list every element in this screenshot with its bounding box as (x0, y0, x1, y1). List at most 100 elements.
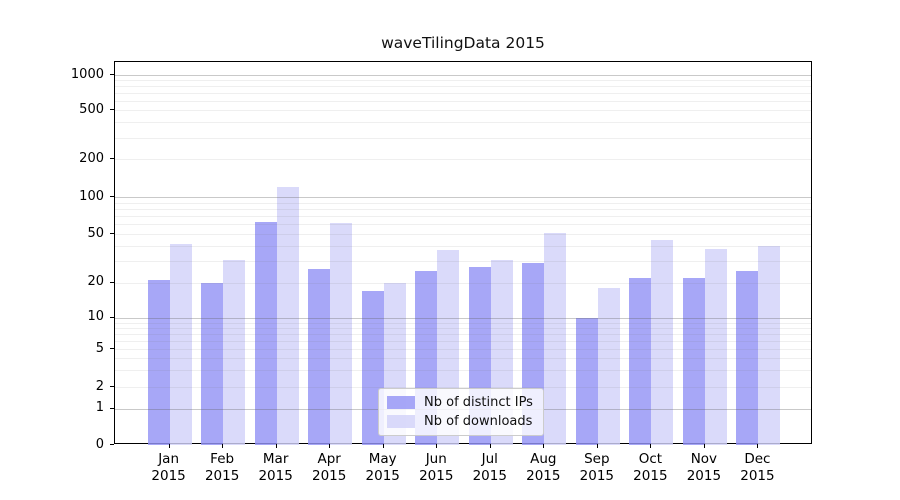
plot-area (114, 61, 812, 445)
x-tick-label-jul: Jul 2015 (460, 451, 520, 485)
x-tick-label-sep: Sep 2015 (567, 451, 627, 485)
bar-downloads-sep (597, 288, 620, 445)
y-tick-mark (110, 74, 114, 75)
y-tick-label-100: 100 (79, 188, 104, 204)
x-tick-month: Nov (690, 451, 718, 467)
legend-swatch-icon (387, 415, 415, 428)
bar-ips-apr (308, 268, 331, 445)
minor-gridline-80 (115, 209, 811, 210)
bar-ips-jan (147, 280, 170, 445)
y-tick-mark (110, 407, 114, 409)
y-tick-mark (110, 233, 114, 235)
x-tick-mark (757, 444, 759, 448)
x-tick-year: 2015 (258, 468, 293, 484)
y-tick-label-5: 5 (95, 340, 104, 356)
y-tick-mark (110, 196, 114, 197)
y-tick-mark (110, 386, 114, 387)
minor-gridline-400 (115, 122, 811, 124)
y-tick-mark (110, 316, 114, 318)
bar-downloads-nov (704, 248, 727, 445)
bar-downloads-jan (169, 243, 192, 445)
y-tick-label-500: 500 (79, 101, 104, 117)
x-tick-mark (596, 444, 598, 448)
y-tick-label-10: 10 (87, 309, 104, 325)
x-tick-year: 2015 (365, 468, 400, 484)
minor-gridline-900 (115, 80, 811, 82)
x-tick-mark (703, 444, 705, 448)
x-tick-label-oct: Oct 2015 (620, 451, 680, 485)
x-tick-label-apr: Apr 2015 (299, 451, 359, 485)
minor-gridline-90 (115, 202, 811, 204)
x-tick-month: Dec (744, 451, 771, 467)
chart-legend: Nb of distinct IPs Nb of downloads (378, 388, 544, 436)
y-tick-mark (110, 158, 114, 160)
y-tick-label-1: 1 (95, 400, 104, 416)
x-tick-mark (329, 444, 331, 448)
bar-downloads-dec (758, 246, 781, 445)
major-gridline-1000 (115, 75, 811, 76)
x-tick-month: Sep (584, 451, 610, 467)
minor-gridline-200 (115, 159, 811, 161)
x-tick-year: 2015 (151, 468, 186, 484)
bar-downloads-apr (330, 222, 353, 445)
x-tick-mark (168, 444, 170, 448)
y-tick-label-200: 200 (79, 150, 104, 166)
minor-gridline-600 (115, 101, 811, 102)
x-tick-label-jan: Jan 2015 (139, 451, 199, 485)
chart-title: waveTilingData 2015 (381, 34, 545, 52)
legend-label: Nb of downloads (424, 414, 533, 429)
x-tick-year: 2015 (204, 468, 240, 484)
minor-gridline-50 (115, 234, 811, 236)
x-tick-label-mar: Mar 2015 (246, 451, 306, 485)
legend-item-0: Nb of distinct IPs (387, 395, 533, 410)
x-tick-year: 2015 (312, 468, 347, 484)
x-tick-mark (382, 444, 384, 448)
y-tick-label-2: 2 (95, 378, 104, 394)
x-tick-month: Jul (481, 451, 498, 467)
minor-gridline-300 (115, 137, 811, 139)
legend-label: Nb of distinct IPs (424, 395, 533, 410)
minor-gridline-70 (115, 216, 811, 218)
x-tick-month: Apr (317, 451, 341, 467)
major-gridline-100 (115, 197, 811, 198)
x-tick-year: 2015 (526, 468, 561, 484)
bar-ips-nov (682, 277, 705, 445)
y-tick-label-1000: 1000 (70, 66, 104, 82)
x-tick-year: 2015 (740, 468, 775, 484)
bar-downloads-oct (651, 239, 674, 445)
bar-downloads-feb (223, 259, 246, 445)
x-tick-mark (489, 444, 491, 448)
x-tick-label-feb: Feb 2015 (192, 451, 252, 485)
x-tick-mark (650, 444, 652, 448)
x-tick-month: Oct (638, 451, 663, 467)
minor-gridline-700 (115, 93, 811, 95)
minor-gridline-500 (115, 110, 811, 112)
bar-downloads-mar (276, 187, 299, 445)
bar-ips-sep (575, 317, 598, 445)
bar-ips-dec (736, 270, 759, 445)
legend-swatch-icon (387, 396, 415, 409)
x-tick-month: May (368, 451, 397, 467)
x-tick-year: 2015 (472, 468, 507, 484)
y-tick-label-50: 50 (87, 225, 104, 241)
x-tick-year: 2015 (419, 468, 454, 484)
bar-ips-feb (201, 282, 224, 445)
y-tick-label-0: 0 (95, 436, 104, 452)
x-tick-month: Jun (425, 451, 447, 467)
legend-item-1: Nb of downloads (387, 414, 533, 429)
minor-gridline-60 (115, 224, 811, 226)
bar-downloads-aug (544, 233, 567, 445)
y-tick-mark (110, 281, 114, 283)
x-tick-month: Jan (158, 451, 179, 467)
bar-ips-oct (629, 277, 652, 445)
y-tick-mark (110, 348, 114, 350)
x-tick-year: 2015 (579, 468, 614, 484)
x-tick-label-dec: Dec 2015 (727, 451, 787, 485)
y-tick-mark (110, 109, 114, 111)
x-tick-label-jun: Jun 2015 (406, 451, 466, 485)
x-tick-month: Mar (262, 451, 289, 467)
minor-gridline-40 (115, 246, 811, 248)
y-tick-label-20: 20 (87, 274, 104, 290)
x-tick-month: Feb (210, 451, 235, 467)
